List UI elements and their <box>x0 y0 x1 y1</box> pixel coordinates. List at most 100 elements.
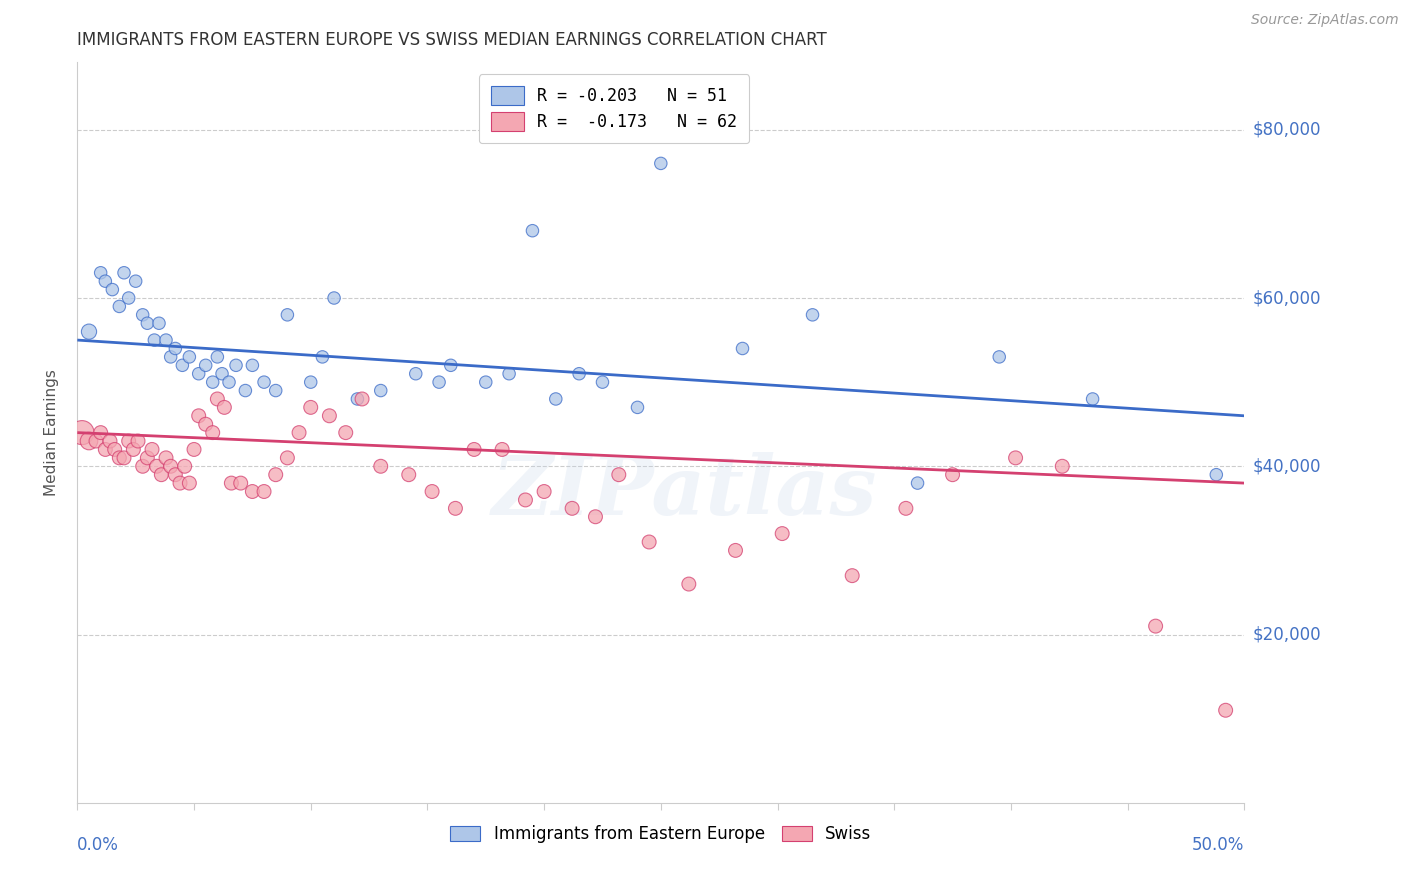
Point <box>127 434 149 448</box>
Point <box>187 367 209 381</box>
Point <box>173 459 195 474</box>
Point <box>533 484 555 499</box>
Point <box>311 350 333 364</box>
Point <box>169 476 191 491</box>
Point <box>1004 450 1026 465</box>
Point <box>242 359 264 373</box>
Point <box>894 501 917 516</box>
Point <box>253 484 276 499</box>
Point <box>370 384 392 398</box>
Point <box>98 434 121 448</box>
Point <box>194 417 217 432</box>
Point <box>264 384 287 398</box>
Point <box>731 342 754 356</box>
Point <box>90 266 112 280</box>
Text: Source: ZipAtlas.com: Source: ZipAtlas.com <box>1251 13 1399 28</box>
Point <box>264 467 287 482</box>
Point <box>172 359 194 373</box>
Point <box>253 375 276 389</box>
Point <box>218 375 240 389</box>
Point <box>201 375 224 389</box>
Point <box>84 434 107 448</box>
Text: $40,000: $40,000 <box>1253 458 1322 475</box>
Point <box>131 459 153 474</box>
Point <box>183 442 205 457</box>
Point <box>122 442 145 457</box>
Point <box>770 526 793 541</box>
Point <box>420 484 443 499</box>
Point <box>229 476 252 491</box>
Point <box>544 392 567 406</box>
Point <box>104 442 127 457</box>
Point <box>515 492 537 507</box>
Text: ZIPatlas: ZIPatlas <box>492 452 877 532</box>
Point <box>276 450 298 465</box>
Point <box>145 459 167 474</box>
Point <box>440 359 463 373</box>
Point <box>841 568 863 582</box>
Point <box>118 291 141 305</box>
Point <box>131 308 153 322</box>
Point <box>491 442 513 457</box>
Point <box>585 509 607 524</box>
Point <box>214 401 236 415</box>
Point <box>207 392 229 406</box>
Point <box>242 484 264 499</box>
Text: IMMIGRANTS FROM EASTERN EUROPE VS SWISS MEDIAN EARNINGS CORRELATION CHART: IMMIGRANTS FROM EASTERN EUROPE VS SWISS … <box>77 31 827 49</box>
Y-axis label: Median Earnings: Median Earnings <box>44 369 59 496</box>
Point <box>1215 703 1237 717</box>
Point <box>323 291 346 305</box>
Point <box>179 350 201 364</box>
Point <box>335 425 357 440</box>
Point <box>1052 459 1074 474</box>
Point <box>141 442 163 457</box>
Point <box>398 467 420 482</box>
Point <box>136 316 159 330</box>
Point <box>165 467 187 482</box>
Point <box>724 543 747 558</box>
Point <box>179 476 201 491</box>
Point <box>143 333 166 347</box>
Point <box>108 450 131 465</box>
Point <box>136 450 159 465</box>
Point <box>626 401 648 415</box>
Point <box>155 333 177 347</box>
Point <box>405 367 427 381</box>
Point <box>148 316 170 330</box>
Point <box>561 501 583 516</box>
Point <box>94 274 117 288</box>
Point <box>988 350 1011 364</box>
Point <box>90 425 112 440</box>
Legend: Immigrants from Eastern Europe, Swiss: Immigrants from Eastern Europe, Swiss <box>444 819 877 850</box>
Point <box>346 392 368 406</box>
Point <box>907 476 929 491</box>
Point <box>299 401 322 415</box>
Point <box>352 392 374 406</box>
Point <box>1081 392 1104 406</box>
Point <box>77 434 100 448</box>
Point <box>1144 619 1167 633</box>
Point <box>801 308 824 322</box>
Point <box>568 367 591 381</box>
Point <box>299 375 322 389</box>
Point <box>94 442 117 457</box>
Point <box>118 434 141 448</box>
Point <box>112 450 135 465</box>
Text: $20,000: $20,000 <box>1253 625 1322 643</box>
Point <box>159 350 181 364</box>
Point <box>942 467 965 482</box>
Point <box>150 467 173 482</box>
Point <box>108 300 131 314</box>
Point <box>638 535 661 549</box>
Point <box>101 283 124 297</box>
Point <box>207 350 229 364</box>
Point <box>444 501 467 516</box>
Point <box>235 384 257 398</box>
Point <box>165 342 187 356</box>
Point <box>124 274 148 288</box>
Point <box>678 577 700 591</box>
Point <box>318 409 340 423</box>
Point <box>225 359 247 373</box>
Point <box>522 224 544 238</box>
Text: 0.0%: 0.0% <box>77 836 120 855</box>
